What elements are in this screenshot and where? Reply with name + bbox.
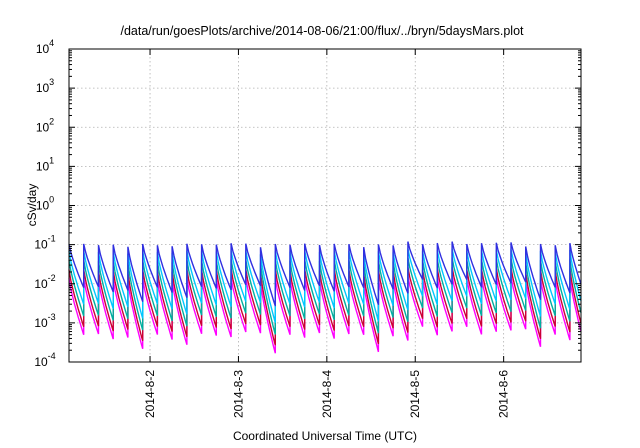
x-tick-label: 2014-8-4	[320, 370, 334, 418]
series-line	[68, 248, 582, 323]
y-axis-label: cSv/day	[25, 184, 39, 227]
grid	[69, 49, 581, 362]
series-line	[68, 275, 582, 354]
x-tick-label: 2014-8-2	[143, 370, 157, 418]
series-line	[68, 266, 582, 346]
x-axis-label: Coordinated Universal Time (UTC)	[233, 429, 417, 443]
y-tick-label: 10-1	[34, 234, 55, 252]
series-line	[68, 257, 582, 335]
y-tick-label: 103	[36, 77, 54, 95]
ticks: 10-4 10-3 10-2 10-1 100 101 102 103 104 2014-8-2 2…	[34, 38, 581, 418]
y-tick-label: 10-2	[34, 273, 55, 291]
y-tick-label: 101	[36, 155, 54, 173]
chart-title: /data/run/goesPlots/archive/2014-08-06/2…	[120, 24, 524, 38]
x-tick-label: 2014-8-5	[408, 370, 422, 418]
series-group	[68, 241, 582, 354]
y-tick-label: 102	[36, 116, 54, 134]
x-tick-label: 2014-8-3	[231, 370, 245, 418]
y-tick-label: 104	[36, 38, 54, 56]
y-tick-label: 100	[36, 195, 54, 213]
x-tick-label: 2014-8-6	[497, 370, 511, 418]
y-tick-label: 10-4	[34, 351, 55, 369]
series-line	[68, 241, 582, 307]
y-tick-label: 10-3	[34, 312, 55, 330]
